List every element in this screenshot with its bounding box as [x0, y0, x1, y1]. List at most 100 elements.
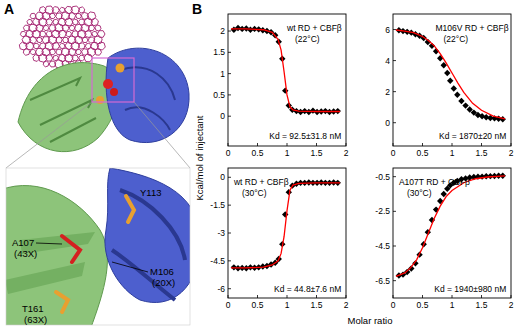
y-tick-label: -4.5	[375, 241, 390, 251]
dna-ring	[30, 37, 37, 44]
inset	[6, 168, 190, 325]
x-tick-label: 0.5	[252, 148, 264, 158]
x-tick	[393, 295, 394, 298]
dna-ring	[27, 19, 32, 24]
y-tick	[393, 91, 396, 92]
plot-data	[231, 179, 341, 271]
dna-ring	[85, 31, 92, 38]
kd-annotation: Kd = 1870±20 nM	[439, 131, 506, 141]
y-tick	[228, 116, 231, 117]
dna-ring	[72, 19, 78, 25]
y-tick-label: 2	[385, 87, 390, 97]
zoom-line	[134, 102, 190, 168]
zoom-box	[92, 58, 134, 102]
dna-ring	[82, 38, 88, 43]
pointer	[112, 262, 148, 272]
x-tick	[422, 143, 423, 146]
x-tick-label: 0.5	[417, 300, 429, 310]
y-tick	[228, 31, 231, 32]
y-tick	[228, 205, 231, 206]
data-point	[282, 87, 288, 93]
y-tick-label: 4	[385, 56, 390, 66]
plot-subtitle: (30°C)	[242, 188, 267, 198]
residue-sphere	[110, 88, 118, 96]
plot-frame	[393, 14, 511, 146]
plot-subtitle: (22°C)	[443, 34, 468, 44]
y-tick	[393, 122, 396, 123]
dna-ring	[58, 30, 66, 37]
x-tick-label: 0	[391, 148, 396, 158]
y-tick	[393, 176, 396, 177]
y-tick-label: 0	[220, 111, 225, 121]
green-sheet	[30, 78, 96, 142]
y-tick	[393, 280, 396, 281]
residue-label: M106	[150, 266, 174, 277]
y-tick-label: -1.5	[210, 200, 225, 210]
dna-ring	[52, 43, 60, 50]
y-tick	[228, 73, 231, 74]
dna-ring	[33, 43, 39, 48]
pointer	[36, 243, 62, 244]
dna-ring	[68, 13, 75, 20]
residue-sphere	[116, 64, 125, 73]
x-tick-label: 1	[285, 300, 290, 310]
y-tick-label: 0	[220, 172, 225, 182]
residue-label: T161	[22, 303, 44, 314]
kd-annotation: Kd = 1940±980 nM	[434, 284, 506, 294]
y-tick	[228, 288, 231, 289]
x-tick	[257, 143, 258, 146]
x-tick-label: 1	[450, 148, 455, 158]
x-tick	[346, 295, 347, 298]
dna-ring	[30, 49, 36, 54]
data-point	[444, 70, 450, 76]
fit-line	[231, 29, 340, 112]
y-tick-label: 0.5	[213, 90, 225, 100]
y-tick-label: 1	[220, 69, 225, 79]
x-tick	[452, 143, 453, 146]
dna-ring	[30, 13, 36, 18]
residue-label: (43X)	[14, 248, 37, 259]
data-point	[458, 98, 464, 104]
x-tick	[481, 143, 482, 146]
residue-label: (20X)	[152, 277, 175, 288]
plot-title: A107T RD + CBFβ	[399, 177, 470, 187]
y-tick	[228, 94, 231, 95]
dna-ring	[63, 37, 69, 42]
y-tick-label: -4.5	[210, 256, 225, 266]
x-tick	[346, 143, 347, 146]
x-tick-label: 1.5	[476, 148, 488, 158]
dna-ring	[50, 49, 56, 55]
residue-sphere	[96, 96, 104, 104]
x-tick	[511, 143, 512, 146]
itc-plot: 00.511.520246M106V RD + CBFβ(22°C)Kd = 1…	[385, 14, 513, 158]
x-tick	[452, 295, 453, 298]
dna-ring	[88, 25, 94, 30]
x-tick	[316, 295, 317, 298]
plot-frame	[393, 168, 511, 298]
dna-ring	[69, 25, 75, 30]
y-tick	[228, 260, 231, 261]
plot-subtitle: (22°C)	[295, 34, 320, 44]
y-tick-label: -0.5	[375, 172, 390, 182]
y-tick	[228, 52, 231, 53]
plot-title: wt RD + CBFβ	[286, 23, 342, 33]
x-tick	[316, 143, 317, 146]
dna-ring	[56, 37, 62, 43]
y-tick	[393, 29, 396, 30]
data-point	[447, 78, 453, 84]
y-tick	[393, 60, 396, 61]
blue-helix	[112, 190, 185, 300]
panel-label: B	[192, 1, 202, 17]
x-tick-label: 0	[391, 300, 396, 310]
plot-data	[396, 173, 506, 279]
dna-ring	[95, 25, 101, 31]
inset-frame	[6, 168, 190, 325]
x-tick-label: 1.5	[311, 300, 323, 310]
blue-domain	[105, 168, 190, 303]
plot-frame	[228, 14, 346, 146]
blue-domain	[106, 48, 189, 142]
y-tick-label: -2.5	[375, 206, 390, 216]
green-strand	[6, 262, 85, 294]
x-tick-label: 2	[344, 300, 349, 310]
itc-plot: 00.511.52-6-4.5-3-1.50wt RD + CBFβ(30°C)…	[210, 168, 348, 310]
